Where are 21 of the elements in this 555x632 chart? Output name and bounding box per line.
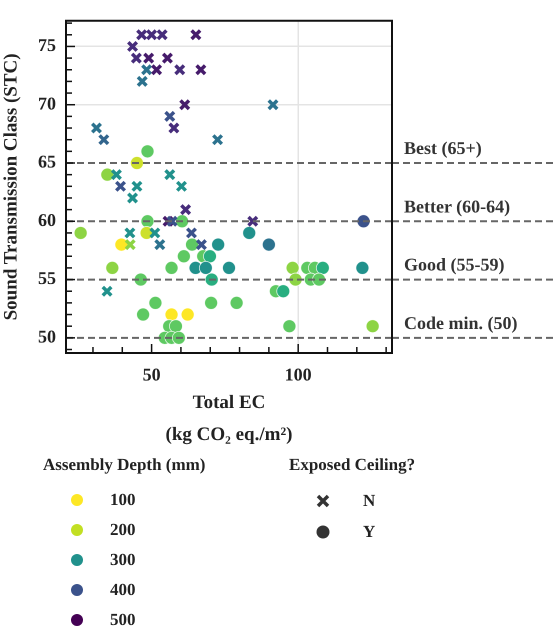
y-tick-label: 65 [38,152,56,172]
ref-line-label: Code min. (50) [404,312,518,333]
text: Y [363,522,376,542]
text: 500 [110,610,136,630]
text: 300 [110,550,136,570]
ref-line-label: Good (55-59) [404,254,504,275]
ref-line-label: Best (65+) [404,138,482,158]
ref-line-label: Better (60-64) [404,196,510,216]
y-tick-label: 50 [38,326,56,347]
y-tick-label: 75 [38,35,56,56]
y-tick-label: 70 [38,93,56,114]
y-axis-title: Sound Transmission Class (STC) [0,53,22,320]
text: 200 [110,520,136,540]
text: 100 [110,490,136,510]
x-axis-title: Total EC (kg CO₂ eq./m²) [166,392,292,445]
text: N [363,490,376,510]
y-tick-label: 55 [38,268,56,288]
y-tick-label: 60 [38,210,56,230]
color-bar-title: Assembly Depth (mm) [43,455,206,476]
text: 400 [110,580,136,600]
legend-title: Exposed Ceiling? [289,455,416,476]
